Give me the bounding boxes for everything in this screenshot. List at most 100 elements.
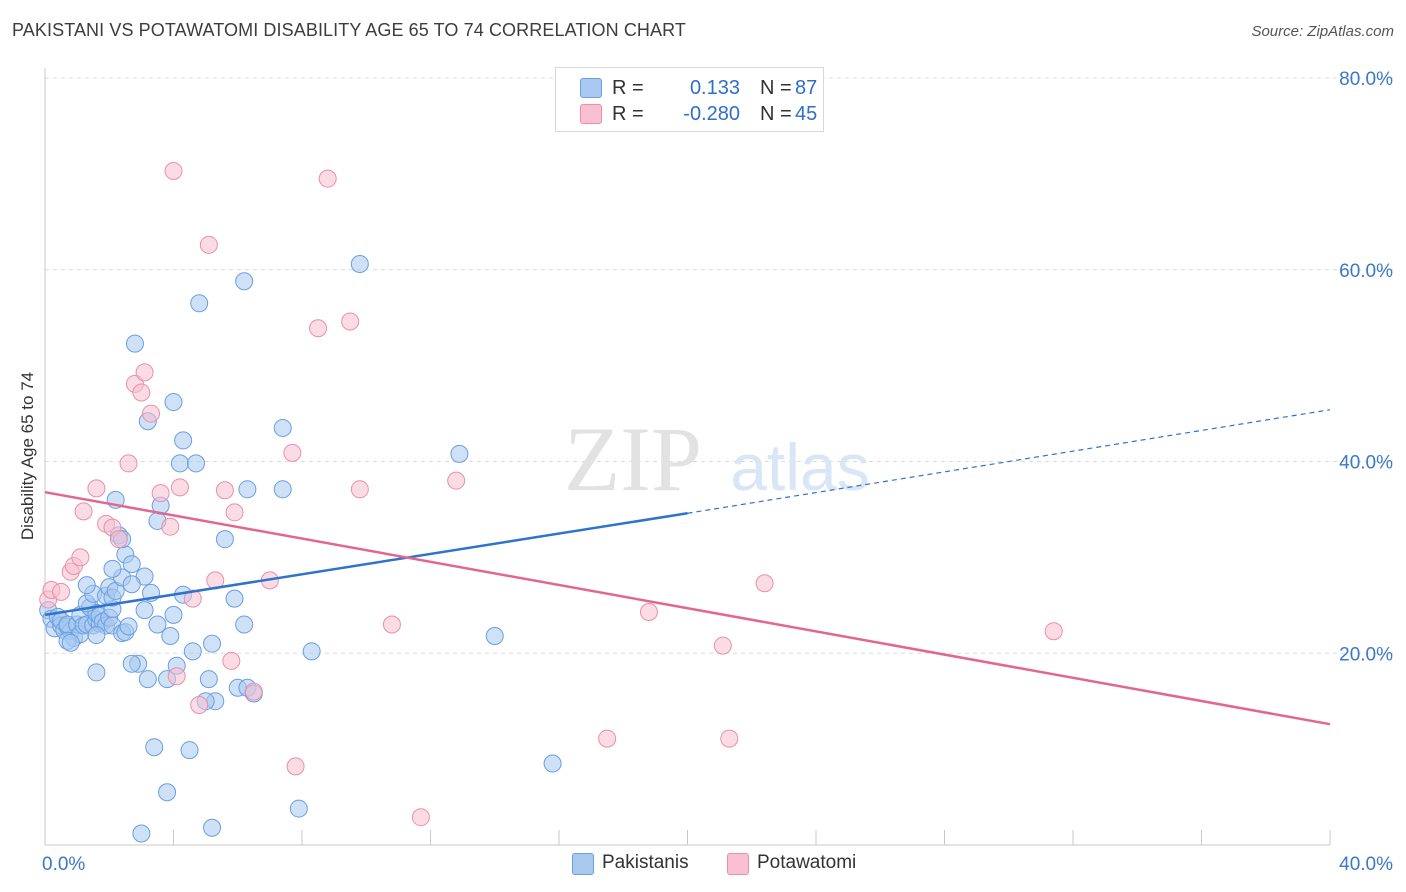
data-point: [411, 808, 430, 827]
trend-lines: [44, 409, 1331, 726]
data-point: [183, 642, 202, 661]
data-point: [543, 754, 562, 773]
data-point: [103, 559, 122, 578]
y-tick-label: 40.0%: [1339, 453, 1393, 474]
data-point: [225, 503, 244, 522]
data-point: [350, 480, 369, 499]
legend-swatch-pink: [727, 853, 749, 875]
series-potawatomi: [39, 161, 1063, 827]
data-point: [183, 589, 202, 608]
data-point: [122, 575, 141, 594]
tick-labels: 20.0% 40.0% 60.0% 80.0% 0.0% 40.0%: [42, 69, 1393, 875]
data-point: [52, 582, 71, 601]
data-point: [122, 654, 141, 673]
data-point: [225, 589, 244, 608]
data-point: [71, 548, 90, 567]
data-point: [148, 615, 167, 634]
y-tick-label: 80.0%: [1339, 69, 1393, 90]
data-point: [713, 636, 732, 655]
data-point: [119, 617, 138, 636]
data-point: [74, 502, 93, 521]
data-point: [125, 334, 144, 353]
data-point: [203, 634, 222, 653]
data-point: [350, 254, 369, 273]
legend-swatch-blue: [572, 853, 594, 875]
data-point: [87, 626, 106, 645]
data-point: [203, 818, 222, 837]
data-point: [302, 642, 321, 661]
data-point: [447, 471, 466, 490]
data-point: [167, 667, 186, 686]
n-value: 87: [795, 77, 818, 99]
data-point: [132, 383, 151, 402]
n-value: 45: [795, 103, 818, 125]
trend-line-pakistanis: [44, 512, 688, 617]
r-label: R =: [612, 103, 644, 125]
legend-swatch-pink: [580, 104, 602, 124]
data-point: [238, 480, 257, 499]
data-point: [190, 294, 209, 313]
legend-swatch-blue: [580, 78, 602, 98]
watermark-zip: ZIP: [564, 408, 702, 510]
watermark: ZIP atlas: [564, 408, 870, 510]
data-point: [77, 576, 96, 595]
data-point: [485, 626, 504, 645]
data-point: [1044, 622, 1063, 641]
data-point: [286, 757, 305, 776]
data-point: [273, 480, 292, 499]
legend-label: Pakistanis: [602, 852, 689, 873]
y-axis-label: Disability Age 65 to 74: [18, 372, 37, 540]
axes: [44, 68, 1331, 846]
data-point: [119, 454, 138, 473]
data-point: [170, 454, 189, 473]
data-point: [289, 799, 308, 818]
data-point: [190, 696, 209, 715]
data-point: [135, 601, 154, 620]
n-label: N =: [760, 103, 792, 125]
data-point: [61, 633, 80, 652]
stats-legend: R = 0.133 N = 87 R = -0.280 N = 45: [555, 67, 824, 132]
watermark-atlas: atlas: [730, 430, 869, 504]
data-point: [720, 729, 739, 748]
data-point: [309, 319, 328, 338]
data-point: [180, 741, 199, 760]
data-point: [598, 729, 617, 748]
data-point: [109, 530, 128, 549]
data-point: [199, 235, 218, 254]
x-tick-label: 40.0%: [1339, 854, 1393, 875]
data-point: [151, 484, 170, 503]
data-point: [142, 404, 161, 423]
data-point: [170, 478, 189, 497]
trend-line-potawatomi: [44, 490, 1331, 726]
x-tick-label: 0.0%: [42, 854, 85, 875]
n-label: N =: [760, 77, 792, 99]
trend-line-pakistanis-projection: [687, 409, 1331, 514]
data-point: [244, 682, 263, 701]
y-tick-label: 20.0%: [1339, 644, 1393, 665]
data-point: [87, 663, 106, 682]
data-point: [222, 651, 241, 670]
data-point: [318, 169, 337, 188]
data-point: [164, 393, 183, 412]
data-point: [382, 615, 401, 634]
data-point: [161, 517, 180, 536]
data-point: [87, 479, 106, 498]
data-point: [235, 615, 254, 634]
data-point: [164, 605, 183, 624]
data-point: [450, 444, 469, 463]
data-point: [235, 272, 254, 291]
data-point: [283, 443, 302, 462]
data-point: [186, 454, 205, 473]
grid-lines: [45, 77, 1395, 654]
data-point: [135, 363, 154, 382]
data-point: [199, 670, 218, 689]
data-point: [158, 783, 177, 802]
data-point: [215, 530, 234, 549]
data-point: [132, 824, 151, 843]
data-point: [755, 574, 774, 593]
series-pakistanis: [39, 254, 562, 843]
y-tick-label: 60.0%: [1339, 261, 1393, 282]
data-point: [273, 418, 292, 437]
data-point: [122, 555, 141, 574]
